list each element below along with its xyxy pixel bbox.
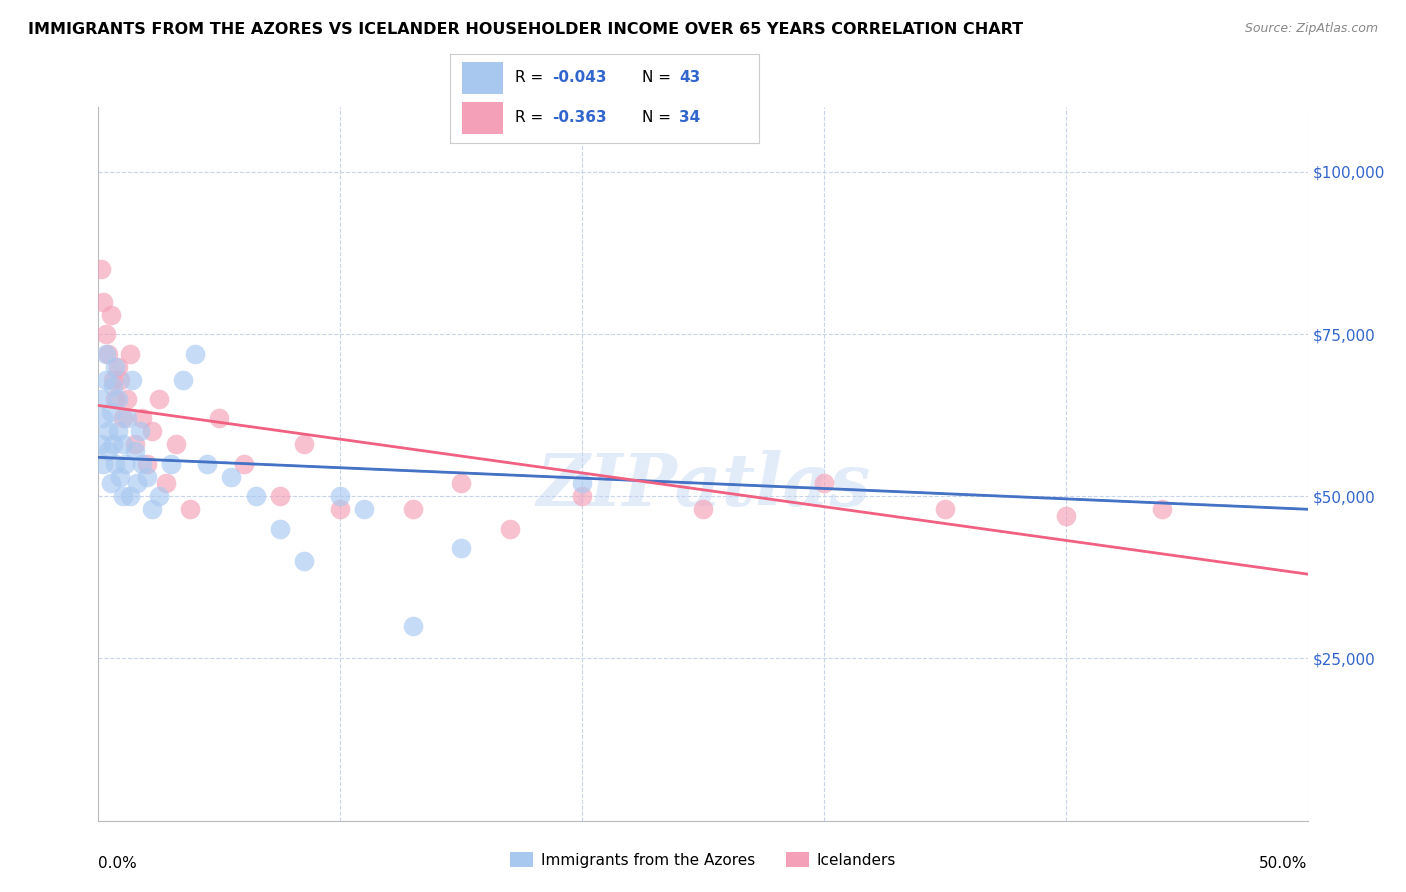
Point — [141, 425, 163, 439]
Point — [111, 437, 134, 451]
Point — [117, 392, 139, 406]
Point — [100, 405, 122, 419]
Point — [402, 502, 425, 516]
Point — [329, 489, 352, 503]
Point — [111, 411, 134, 425]
Point — [118, 346, 141, 360]
Point — [107, 359, 129, 374]
Point — [292, 554, 315, 568]
Text: Source: ZipAtlas.com: Source: ZipAtlas.com — [1244, 22, 1378, 36]
Point — [108, 372, 131, 386]
Point — [90, 262, 112, 277]
Point — [155, 476, 177, 491]
Point — [141, 502, 163, 516]
Point — [97, 443, 120, 458]
Bar — [463, 102, 502, 134]
Text: ZIPatlas: ZIPatlas — [536, 450, 870, 521]
Bar — [463, 62, 502, 94]
Point — [131, 457, 153, 471]
Point — [94, 372, 117, 386]
Point — [208, 411, 231, 425]
Text: 50.0%: 50.0% — [1260, 856, 1308, 871]
Point — [107, 392, 129, 406]
Point — [124, 437, 146, 451]
Point — [108, 470, 131, 484]
Text: R =: R = — [515, 111, 548, 125]
Point — [100, 476, 122, 491]
Point — [1152, 502, 1174, 516]
Point — [114, 457, 136, 471]
Point — [148, 489, 170, 503]
Point — [498, 522, 520, 536]
Point — [118, 489, 141, 503]
Point — [450, 476, 472, 491]
Point — [94, 327, 117, 342]
Point — [104, 359, 127, 374]
Point — [131, 411, 153, 425]
Point — [117, 411, 139, 425]
Point — [127, 476, 149, 491]
Point — [111, 489, 134, 503]
Point — [571, 489, 593, 503]
Point — [104, 392, 127, 406]
Point — [101, 372, 124, 386]
Point — [128, 425, 150, 439]
Point — [450, 541, 472, 556]
Point — [100, 308, 122, 322]
Point — [353, 502, 375, 516]
Point — [692, 502, 714, 516]
Text: 0.0%: 0.0% — [98, 856, 138, 871]
Point — [269, 522, 291, 536]
Text: -0.043: -0.043 — [553, 70, 606, 85]
Point — [91, 294, 114, 309]
Text: -0.363: -0.363 — [553, 111, 606, 125]
Point — [221, 470, 243, 484]
Point — [91, 457, 114, 471]
Point — [97, 346, 120, 360]
Point — [402, 619, 425, 633]
Point — [94, 346, 117, 360]
Text: R =: R = — [515, 70, 548, 85]
Point — [135, 470, 157, 484]
Point — [160, 457, 183, 471]
Point — [292, 437, 315, 451]
Text: 34: 34 — [679, 111, 700, 125]
Point — [195, 457, 218, 471]
Point — [148, 392, 170, 406]
Point — [135, 457, 157, 471]
Point — [97, 425, 120, 439]
Point — [232, 457, 254, 471]
Point — [245, 489, 267, 503]
Point — [91, 411, 114, 425]
Point — [90, 437, 112, 451]
Point — [179, 502, 201, 516]
Point — [101, 379, 124, 393]
Point — [90, 392, 112, 406]
Text: N =: N = — [641, 70, 675, 85]
Point — [571, 476, 593, 491]
Text: 43: 43 — [679, 70, 700, 85]
Point — [329, 502, 352, 516]
Point — [124, 443, 146, 458]
Point — [1054, 508, 1077, 523]
Legend: Immigrants from the Azores, Icelanders: Immigrants from the Azores, Icelanders — [505, 846, 901, 873]
Point — [934, 502, 956, 516]
Point — [172, 372, 194, 386]
Point — [184, 346, 207, 360]
Point — [813, 476, 835, 491]
Text: N =: N = — [641, 111, 675, 125]
Point — [121, 372, 143, 386]
Point — [165, 437, 187, 451]
Point — [101, 437, 124, 451]
Text: IMMIGRANTS FROM THE AZORES VS ICELANDER HOUSEHOLDER INCOME OVER 65 YEARS CORRELA: IMMIGRANTS FROM THE AZORES VS ICELANDER … — [28, 22, 1024, 37]
Point — [107, 425, 129, 439]
Point — [269, 489, 291, 503]
Point — [104, 457, 127, 471]
